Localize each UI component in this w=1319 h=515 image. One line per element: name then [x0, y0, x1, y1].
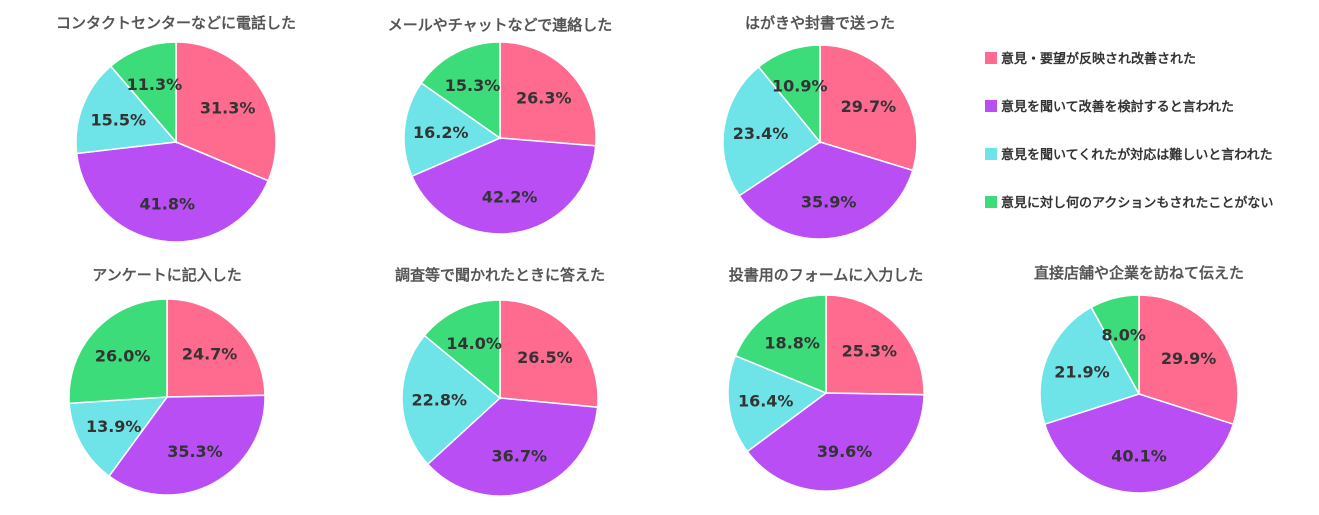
slice-value-label: 23.4%	[733, 124, 789, 143]
pie-slice-no-action	[757, 44, 821, 145]
slice-value-label: 29.9%	[1161, 349, 1217, 368]
pie-slice-consider	[1043, 393, 1235, 494]
pie-chart-6: 投書用のフォームに入力した 25.3% 39.6% 16.4% 18.8%	[727, 266, 925, 492]
slice-value-label: 13.9%	[86, 417, 142, 436]
pie-slice-difficult	[68, 396, 169, 478]
pie-slice-difficult	[401, 334, 502, 466]
pie-slice-no-action	[734, 294, 827, 395]
legend-label: 意見・要望が反映され改善された	[1001, 52, 1197, 67]
pie-slice-consider	[426, 397, 599, 497]
legend-label: 意見を聞いてくれたが対応は難しいと言われた	[1001, 148, 1273, 163]
pie-slice-difficult	[727, 354, 828, 453]
slice-value-label: 26.5%	[517, 348, 573, 367]
slice-value-label: 29.7%	[841, 97, 897, 116]
slice-value-label: 40.1%	[1111, 446, 1167, 465]
chart-title: アンケートに記入した	[92, 266, 241, 284]
chart-title: 直接店舗や企業を訪ねて伝えた	[1034, 264, 1244, 282]
slice-value-label: 16.4%	[738, 392, 794, 411]
pie-slice-consider	[108, 394, 266, 496]
legend-swatch-cyan	[985, 147, 997, 160]
pie-slice-difficult	[403, 82, 502, 178]
legend-item-no-action: 意見に対し何のアクションもされたことがない	[985, 192, 1273, 211]
slice-value-label: 16.2%	[413, 123, 469, 142]
legend-swatch-green	[985, 195, 997, 208]
slice-value-label: 15.5%	[90, 110, 146, 129]
chart-title: はがきや封書で送った	[745, 14, 895, 32]
legend-swatch-pink	[985, 51, 997, 64]
pie-chart-5: 調査等で聞かれたときに答えた 26.5% 36.7% 22.8% 14.0%	[395, 266, 605, 497]
slice-value-label: 15.3%	[445, 76, 501, 95]
slice-value-label: 25.3%	[842, 341, 898, 360]
pie-slice-improved	[819, 44, 918, 172]
slice-value-label: 26.0%	[95, 346, 151, 365]
pie-slice-consider	[75, 141, 270, 243]
chart-title: 投書用のフォームに入力した	[729, 266, 924, 284]
slice-value-label: 26.3%	[516, 89, 572, 108]
pie-slice-no-action	[423, 299, 501, 400]
legend-label: 意見を聞いて改善を検討すると言われた	[1001, 100, 1234, 115]
legend-item-improved: 意見・要望が反映され改善された	[985, 48, 1196, 67]
pie-slice-consider	[410, 137, 597, 235]
pie-chart-3: はがきや封書で送った 29.7% 35.9% 23.4% 10.9%	[722, 14, 918, 240]
pie-chart-4: アンケートに記入した 24.7% 35.3% 13.9% 26.0%	[68, 266, 266, 496]
slice-value-label: 41.8%	[139, 194, 195, 213]
slice-value-label: 10.9%	[772, 76, 828, 95]
slice-value-label: 21.9%	[1054, 362, 1110, 381]
pie-chart-2: メールやチャットなどで連絡した 26.3% 42.2% 16.2% 15.3%	[388, 16, 613, 235]
legend-label: 意見に対し何のアクションもされたことがない	[1001, 196, 1274, 211]
slice-value-label: 31.3%	[200, 99, 256, 118]
pie-slice-no-action	[109, 41, 177, 145]
slice-value-label: 35.3%	[167, 442, 223, 461]
pie-slice-improved	[175, 41, 277, 182]
pie-slice-improved	[166, 298, 266, 398]
slice-value-label: 8.0%	[1102, 326, 1146, 345]
pie-slice-no-action	[420, 41, 501, 140]
pie-slice-no-action	[1090, 294, 1140, 395]
slice-value-label: 35.9%	[801, 193, 857, 212]
pie-slice-difficult	[75, 65, 178, 155]
pie-slice-consider	[738, 141, 914, 240]
pie-slice-improved	[499, 299, 599, 409]
pie-slice-improved	[499, 41, 597, 147]
chart-title: 調査等で聞かれたときに答えた	[395, 266, 605, 284]
chart-title: コンタクトセンターなどに電話した	[56, 14, 296, 32]
slice-value-label: 18.8%	[764, 334, 820, 353]
chart-title: メールやチャットなどで連絡した	[388, 16, 613, 34]
pie-chart-1: コンタクトセンターなどに電話した 31.3% 41.8% 15.5% 11.3%	[56, 14, 296, 243]
slice-value-label: 39.6%	[817, 442, 873, 461]
slice-value-label: 22.8%	[412, 391, 468, 410]
pie-slice-improved	[825, 294, 925, 396]
legend-item-consider: 意見を聞いて改善を検討すると言われた	[985, 96, 1234, 115]
slice-value-label: 36.7%	[492, 447, 548, 466]
pie-slice-no-action	[68, 298, 168, 405]
pie-chart-7: 直接店舗や企業を訪ねて伝えた 29.9% 40.1% 21.9% 8.0%	[1034, 264, 1244, 494]
slice-value-label: 11.3%	[127, 75, 183, 94]
pie-slice-improved	[1138, 294, 1239, 426]
pie-slice-consider	[746, 392, 925, 492]
pie-slice-difficult	[1039, 306, 1141, 426]
slice-value-label: 24.7%	[182, 345, 238, 364]
legend-item-difficult: 意見を聞いてくれたが対応は難しいと言われた	[985, 144, 1273, 163]
legend-swatch-purple	[985, 99, 997, 112]
slice-value-label: 14.0%	[446, 334, 502, 353]
pie-slice-difficult	[722, 65, 822, 197]
slice-value-label: 42.2%	[482, 188, 538, 207]
